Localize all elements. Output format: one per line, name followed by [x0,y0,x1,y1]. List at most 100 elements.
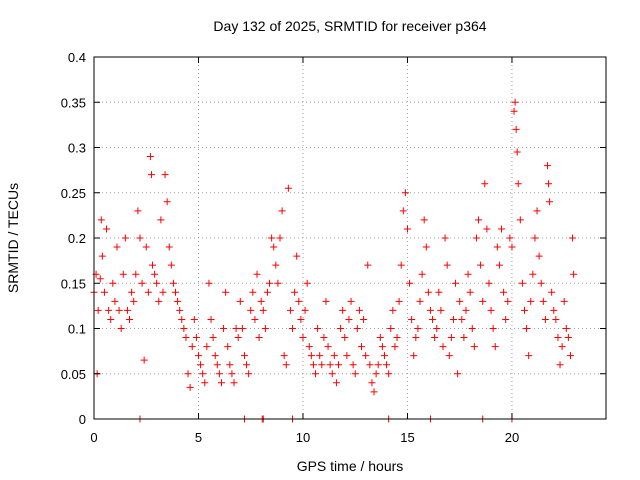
data-point [385,370,393,378]
y-tick-label: 0.15 [61,276,86,291]
data-point [220,325,228,332]
data-point [539,297,547,305]
y-tick-label: 0.35 [61,95,86,110]
data-point [347,297,355,305]
data-points [90,98,578,423]
data-point [176,306,184,314]
data-point [414,325,422,332]
data-point [468,325,476,332]
data-point [335,361,343,369]
data-point [238,325,246,332]
data-point [393,334,401,342]
data-point [318,361,326,369]
data-point [297,315,305,323]
data-point [167,261,175,269]
data-point [276,234,284,242]
data-point [326,361,334,369]
data-point [103,225,111,233]
data-point [105,306,113,314]
data-point [511,98,519,106]
data-point [328,370,336,378]
data-point [531,234,539,242]
data-point [243,361,251,369]
data-point [159,288,167,296]
x-tick-label: 20 [505,430,519,445]
data-point [351,370,359,378]
data-point [514,180,522,188]
data-point [121,234,129,242]
data-point [146,153,154,161]
data-point [228,370,236,378]
data-point [249,288,257,296]
data-point [268,234,276,242]
y-tick-label: 0.3 [68,141,86,156]
data-point [205,279,213,287]
data-point [445,352,453,360]
data-point [107,315,115,323]
data-point [236,297,244,305]
data-point [464,270,472,278]
data-point [502,315,510,323]
data-point [462,306,470,314]
data-point [355,306,363,314]
data-point [475,216,483,224]
data-point [378,343,386,351]
data-point [383,361,391,369]
data-point [500,288,508,296]
x-tick-label: 0 [90,430,97,445]
data-point [186,383,194,391]
data-point [117,325,125,332]
data-point [485,279,493,287]
data-point [412,334,420,342]
data-point [483,225,491,233]
data-point [487,306,495,314]
data-point [380,352,388,360]
data-point [510,107,518,115]
data-point [472,234,480,242]
data-point [207,315,215,323]
data-point [391,343,399,351]
data-point [513,148,521,156]
data-point [435,288,443,296]
data-point [134,207,142,215]
data-point [255,334,263,342]
data-point [545,180,553,188]
data-point [115,306,123,314]
data-point [217,379,225,387]
data-point [245,370,253,378]
data-point [234,334,242,342]
data-point [518,279,526,287]
data-point [389,306,397,314]
data-point [437,306,445,314]
data-point [401,189,409,197]
data-point [278,207,286,215]
data-point [481,180,489,188]
data-point [113,243,121,251]
data-point [226,361,234,369]
data-point [516,216,524,224]
data-point [360,315,368,323]
data-point [566,352,574,360]
y-tick-label: 0.2 [68,231,86,246]
data-point [525,352,533,360]
x-tick-label: 5 [195,430,202,445]
data-point [280,352,288,360]
data-point [564,334,572,342]
data-point [147,171,155,179]
data-point [454,370,462,378]
data-point [548,288,556,296]
data-point [282,361,290,369]
data-point [261,325,269,332]
data-point [289,325,297,332]
grid-lines [94,57,606,419]
data-point [420,216,428,224]
data-point [374,361,382,369]
data-point [470,343,478,351]
data-point [163,198,171,206]
data-point [142,243,150,251]
data-point [523,325,531,332]
y-tick-label: 0.25 [61,186,86,201]
data-point [418,270,426,278]
data-point [341,334,349,342]
data-point [543,162,551,170]
